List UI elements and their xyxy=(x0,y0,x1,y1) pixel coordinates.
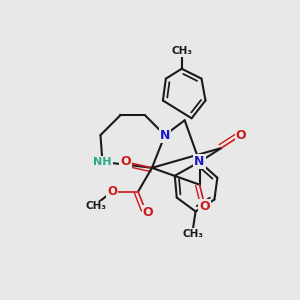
Text: NH: NH xyxy=(93,157,112,167)
Text: N: N xyxy=(160,129,170,142)
Text: O: O xyxy=(120,155,130,168)
Text: O: O xyxy=(107,185,117,198)
Text: O: O xyxy=(143,206,153,219)
Text: O: O xyxy=(199,200,210,213)
Text: O: O xyxy=(236,129,247,142)
Text: CH₃: CH₃ xyxy=(85,202,106,212)
Text: CH₃: CH₃ xyxy=(182,229,203,239)
Text: CH₃: CH₃ xyxy=(171,46,192,56)
Text: N: N xyxy=(194,155,205,168)
